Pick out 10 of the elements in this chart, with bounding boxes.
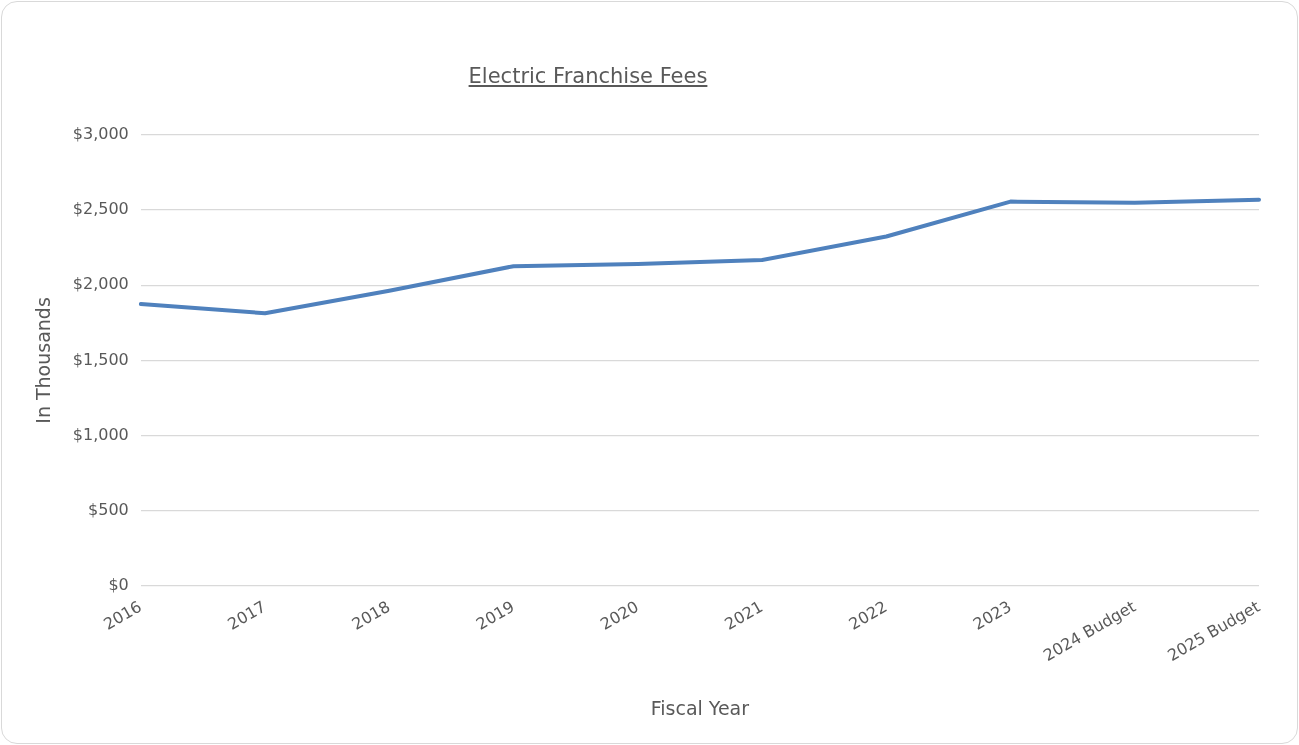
y-tick-label: $1,000 — [72, 424, 129, 444]
chart-title: Electric Franchise Fees — [467, 64, 709, 88]
y-tick-label: $2,500 — [72, 199, 129, 219]
y-tick-label: $500 — [88, 499, 129, 519]
y-axis-title: In Thousands — [32, 297, 55, 424]
y-tick-label: $3,000 — [72, 124, 129, 144]
y-tick-label: $1,500 — [72, 349, 129, 369]
y-tick-label: $0 — [108, 575, 129, 595]
x-axis-title: Fiscal Year — [650, 696, 750, 719]
y-tick-label: $2,000 — [72, 274, 129, 294]
